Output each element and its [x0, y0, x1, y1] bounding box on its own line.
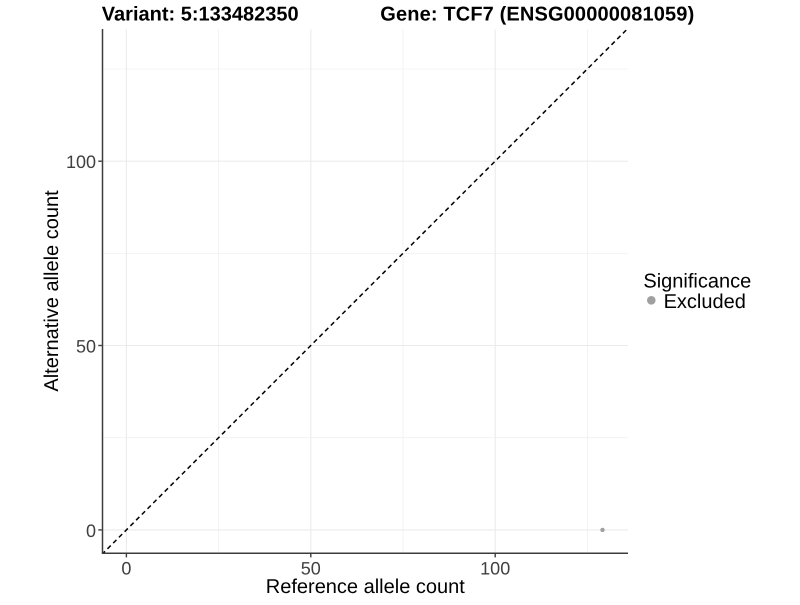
- svg-text:0: 0: [121, 558, 131, 578]
- svg-text:Alternative allele count: Alternative allele count: [41, 190, 63, 392]
- svg-text:0: 0: [86, 521, 96, 541]
- svg-text:Reference allele count: Reference allele count: [266, 576, 465, 598]
- svg-text:Excluded: Excluded: [664, 291, 746, 313]
- svg-text:50: 50: [76, 337, 96, 357]
- svg-text:100: 100: [66, 152, 96, 172]
- svg-text:100: 100: [480, 558, 510, 578]
- svg-text:Gene: TCF7 (ENSG00000081059): Gene: TCF7 (ENSG00000081059): [380, 4, 694, 26]
- svg-text:50: 50: [301, 558, 321, 578]
- svg-text:Significance: Significance: [643, 270, 751, 292]
- svg-text:Variant: 5:133482350: Variant: 5:133482350: [102, 4, 299, 26]
